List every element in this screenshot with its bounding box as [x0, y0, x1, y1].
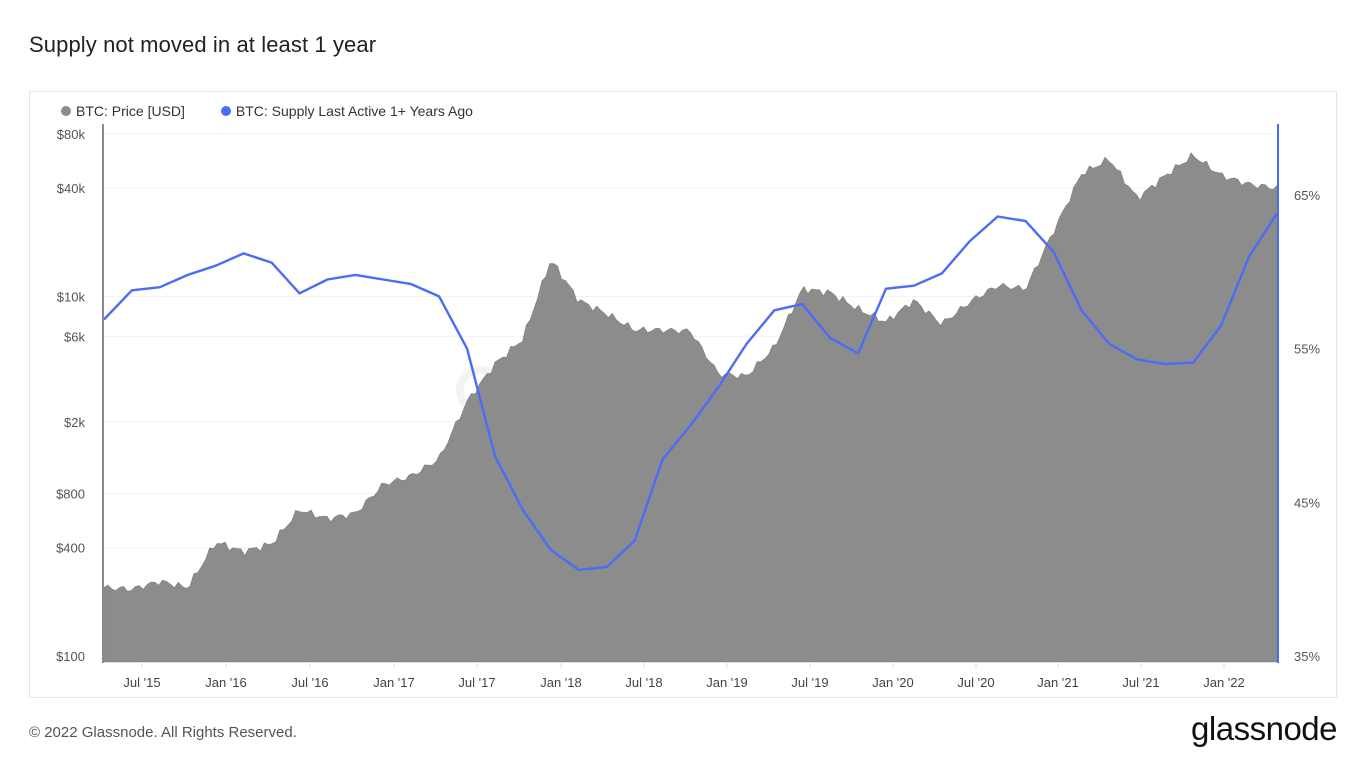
x-tick-label: Jul '19: [791, 675, 828, 690]
x-tick-label: Jan '18: [540, 675, 582, 690]
price-area-series: [103, 152, 1278, 663]
x-tick-label: Jul '21: [1122, 675, 1159, 690]
glassnode-logo[interactable]: glassnode: [1191, 710, 1337, 747]
copyright-footer: © 2022 Glassnode. All Rights Reserved.: [29, 724, 297, 741]
y-tick-label: $10k: [57, 289, 86, 304]
price-series-dot-icon: [61, 106, 71, 116]
y-tick-label: $6k: [64, 329, 85, 344]
supply-series-dot-icon: [220, 106, 231, 116]
x-tick-label: Jul '20: [957, 675, 994, 690]
x-tick-label: Jul '16: [291, 675, 328, 690]
x-tick-label: Jul '15: [123, 675, 160, 690]
supply-line-series: [103, 212, 1279, 572]
x-tick-label: Jul '17: [458, 675, 495, 690]
y-tick-label: $800: [56, 487, 85, 502]
x-tick-label: Jan '17: [373, 675, 415, 690]
x-tick-label: Jan '16: [205, 675, 247, 690]
y-tick-label: $40k: [57, 181, 86, 196]
x-tick-label: Jul '18: [625, 675, 662, 690]
y-right-tick-label: 65%: [1294, 188, 1320, 203]
y-tick-label: $400: [56, 541, 85, 556]
legend-label-price: BTC: Price [USD]: [76, 103, 185, 119]
left-y-axis: $80k $40k $10k $6k $2k $800 $400 $100: [56, 127, 85, 664]
right-y-axis: 65% 55% 45% 35%: [1294, 188, 1320, 664]
y-tick-label: $80k: [57, 127, 86, 142]
y-right-tick-label: 55%: [1294, 342, 1320, 357]
y-tick-label: $100: [56, 649, 85, 664]
y-right-tick-label: 35%: [1294, 649, 1320, 664]
x-tick-label: Jan '20: [872, 675, 914, 690]
legend-label-supply: BTC: Supply Last Active 1+ Years Ago: [235, 103, 473, 119]
page-title: Supply not moved in at least 1 year: [29, 32, 377, 57]
x-axis: Jul '15 Jan '16 Jul '16 Jan '17 Jul '17 Jan '…: [123, 663, 1245, 690]
y-tick-label: $2k: [64, 415, 85, 430]
legend-item-price[interactable]: BTC: Price [USD]: [61, 103, 185, 119]
legend-item-supply[interactable]: BTC: Supply Last Active 1+ Years Ago: [220, 103, 473, 119]
x-tick-label: Jan '22: [1203, 675, 1245, 690]
y-right-tick-label: 45%: [1294, 495, 1320, 510]
chart-legend: BTC: Price [USD] BTC: Supply Last Active…: [61, 103, 473, 119]
x-tick-label: Jan '21: [1037, 675, 1079, 690]
x-tick-label: Jan '19: [706, 675, 748, 690]
